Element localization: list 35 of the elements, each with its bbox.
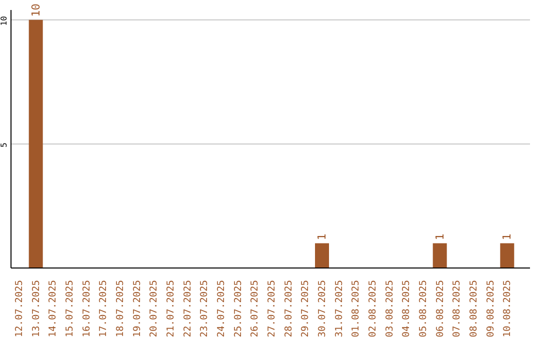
x-tick-label: 27.07.2025 — [266, 280, 278, 338]
x-tick-label: 24.07.2025 — [216, 280, 227, 338]
x-tick-label: 13.07.2025 — [30, 280, 42, 338]
x-tick-label: 22.07.2025 — [182, 280, 194, 338]
x-tick-label: 21.07.2025 — [165, 280, 176, 338]
x-tick-label: 16.07.2025 — [81, 280, 92, 338]
x-tick-label: 17.07.2025 — [98, 280, 110, 338]
x-tick-label: 14.07.2025 — [48, 280, 59, 338]
x-tick-label: 25.07.2025 — [232, 280, 244, 338]
x-tick-label: 03.08.2025 — [384, 280, 396, 338]
x-tick-label: 18.07.2025 — [114, 280, 126, 338]
data-label: 1 — [500, 234, 514, 240]
x-tick-label: 02.08.2025 — [367, 280, 378, 338]
x-tick-label: 06.08.2025 — [434, 280, 446, 338]
data-label: 10 — [29, 4, 42, 17]
x-tick-label: 01.08.2025 — [350, 280, 362, 338]
x-tick-label: 10.08.2025 — [502, 280, 514, 338]
x-tick-label: 31.07.2025 — [334, 280, 345, 338]
y-tick-label: 5 — [0, 142, 8, 148]
x-tick-label: 26.07.2025 — [250, 280, 261, 338]
x-tick-label: 15.07.2025 — [64, 280, 76, 338]
x-tick-label: 07.08.2025 — [452, 280, 463, 338]
x-tick-label: 19.07.2025 — [132, 280, 143, 338]
x-tick-label: 04.08.2025 — [401, 280, 412, 338]
x-tick-label: 30.07.2025 — [316, 280, 328, 338]
x-tick-label: 28.07.2025 — [283, 280, 294, 338]
data-label: 1 — [433, 234, 446, 240]
x-tick-label: 09.08.2025 — [485, 280, 496, 338]
x-tick-label: 23.07.2025 — [199, 280, 210, 338]
x-tick-label: 20.07.2025 — [148, 280, 160, 338]
data-label: 1 — [316, 234, 328, 240]
x-tick-label: 29.07.2025 — [300, 280, 312, 338]
x-tick-label: 05.08.2025 — [418, 280, 429, 338]
x-tick-label: 08.08.2025 — [468, 280, 480, 338]
x-tick-label: 12.07.2025 — [14, 280, 25, 338]
